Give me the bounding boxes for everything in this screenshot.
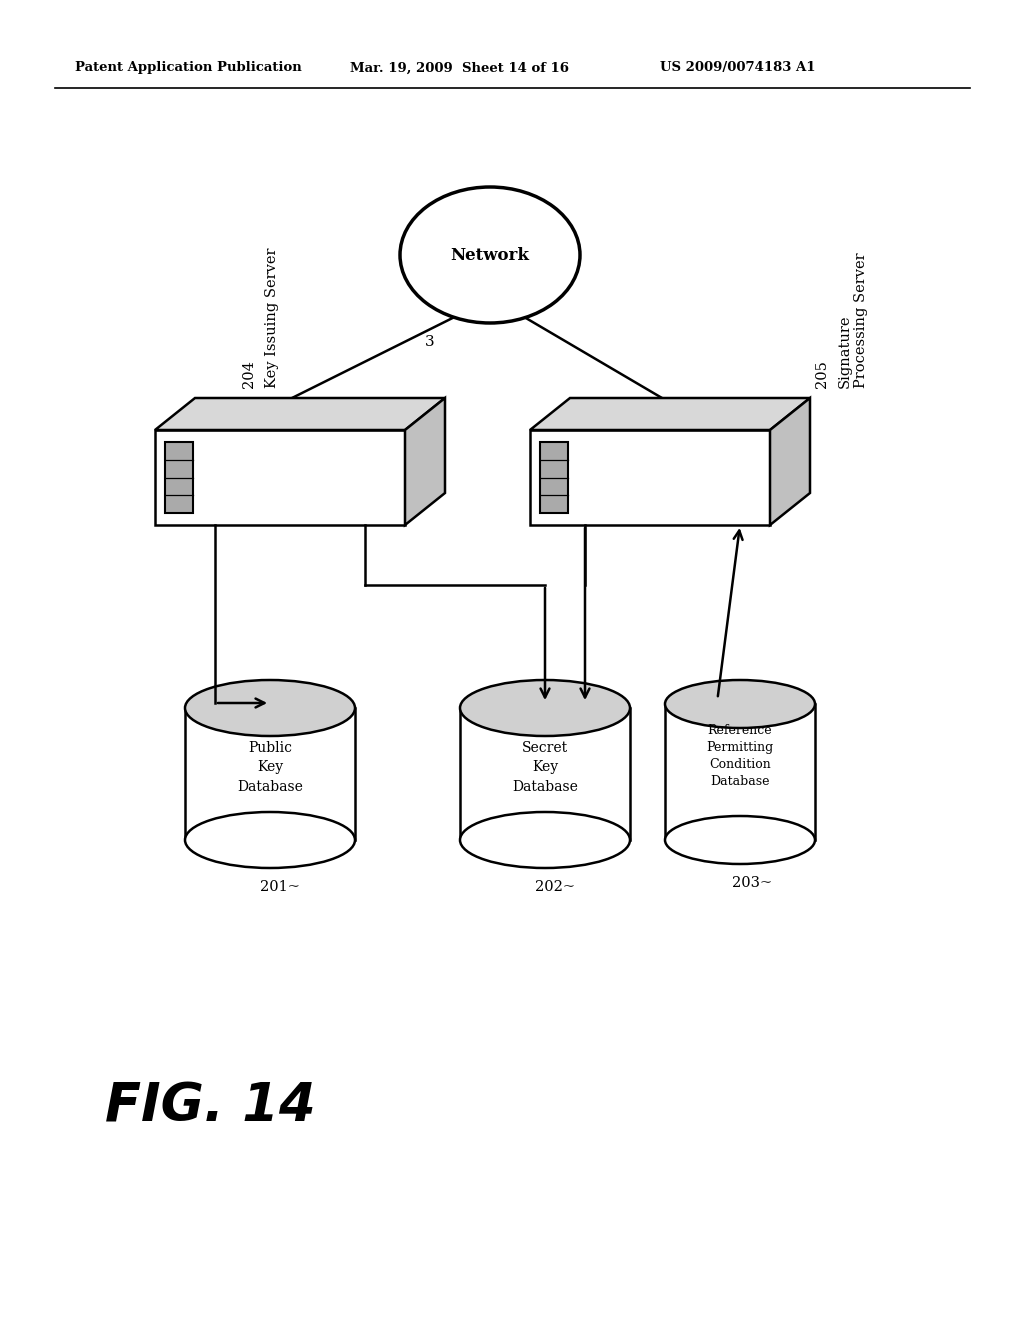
Ellipse shape <box>665 816 815 865</box>
Text: FIG. 14: FIG. 14 <box>105 1080 315 1133</box>
Polygon shape <box>665 704 815 840</box>
Text: Signature
Processing Server: Signature Processing Server <box>838 252 868 388</box>
Polygon shape <box>165 442 193 513</box>
Text: Mar. 19, 2009  Sheet 14 of 16: Mar. 19, 2009 Sheet 14 of 16 <box>350 62 569 74</box>
Text: Public
Key
Database: Public Key Database <box>238 741 303 793</box>
Text: Patent Application Publication: Patent Application Publication <box>75 62 302 74</box>
Text: 205: 205 <box>815 360 829 388</box>
Ellipse shape <box>665 680 815 729</box>
Text: 201~: 201~ <box>260 880 300 894</box>
Ellipse shape <box>460 812 630 869</box>
Text: 204: 204 <box>242 360 256 388</box>
Polygon shape <box>530 399 810 430</box>
Ellipse shape <box>460 680 630 737</box>
Text: Secret
Key
Database: Secret Key Database <box>512 741 578 793</box>
Polygon shape <box>530 430 770 525</box>
Text: Key Issuing Server: Key Issuing Server <box>265 248 279 388</box>
Polygon shape <box>460 708 630 840</box>
Ellipse shape <box>185 812 355 869</box>
Polygon shape <box>770 399 810 525</box>
Text: 202~: 202~ <box>535 880 575 894</box>
Ellipse shape <box>400 187 580 323</box>
Text: 203~: 203~ <box>732 876 772 890</box>
Polygon shape <box>406 399 445 525</box>
Text: Reference
Permitting
Condition
Database: Reference Permitting Condition Database <box>707 723 773 788</box>
Polygon shape <box>540 442 568 513</box>
Text: Network: Network <box>451 247 529 264</box>
Polygon shape <box>185 708 355 840</box>
Polygon shape <box>155 399 445 430</box>
Ellipse shape <box>185 680 355 737</box>
Text: 3: 3 <box>425 335 435 348</box>
Polygon shape <box>155 430 406 525</box>
Text: US 2009/0074183 A1: US 2009/0074183 A1 <box>660 62 815 74</box>
